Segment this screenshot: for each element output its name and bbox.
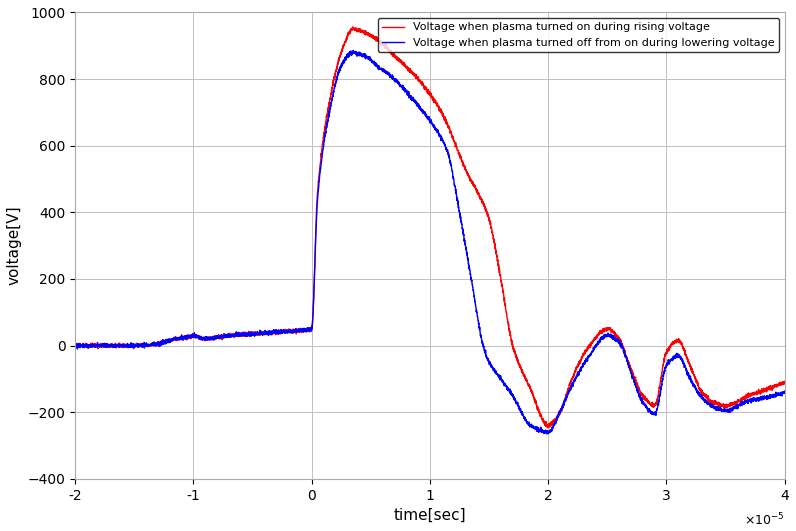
Voltage when plasma turned off from on during lowering voltage: [542, 431, 552, 437]
Text: $\times 10^{-5}$: $\times 10^{-5}$: [744, 511, 785, 528]
Voltage when plasma turned off from on during lowering voltage: [532, 428, 541, 434]
X-axis label: time[sec]: time[sec]: [393, 508, 466, 523]
Voltage when plasma turned off from on during lowering voltage: [349, 47, 358, 54]
Voltage when plasma turned off from on during lowering voltage: [780, 388, 790, 394]
Voltage when plasma turned off from on during lowering voltage: [496, 374, 505, 381]
Voltage when plasma turned on during rising voltage: [348, 24, 357, 30]
Voltage when plasma turned on during rising voltage: [544, 425, 553, 431]
Voltage when plasma turned off from on during lowering voltage: [654, 398, 664, 405]
Voltage when plasma turned on during rising voltage: [654, 389, 664, 396]
Line: Voltage when plasma turned off from on during lowering voltage: Voltage when plasma turned off from on d…: [75, 50, 785, 434]
Voltage when plasma turned off from on during lowering voltage: [341, 55, 351, 61]
Voltage when plasma turned off from on during lowering voltage: [600, 334, 610, 340]
Voltage when plasma turned on during rising voltage: [532, 404, 541, 410]
Voltage when plasma turned off from on during lowering voltage: [70, 342, 80, 348]
Voltage when plasma turned on during rising voltage: [600, 328, 610, 334]
Y-axis label: voltage[V]: voltage[V]: [7, 206, 22, 286]
Voltage when plasma turned on during rising voltage: [780, 379, 790, 385]
Line: Voltage when plasma turned on during rising voltage: Voltage when plasma turned on during ris…: [75, 27, 785, 428]
Voltage when plasma turned on during rising voltage: [70, 341, 80, 347]
Voltage when plasma turned on during rising voltage: [341, 36, 351, 42]
Voltage when plasma turned off from on during lowering voltage: [199, 336, 209, 342]
Legend: Voltage when plasma turned on during rising voltage, Voltage when plasma turned : Voltage when plasma turned on during ris…: [377, 18, 779, 53]
Voltage when plasma turned on during rising voltage: [496, 274, 505, 280]
Voltage when plasma turned on during rising voltage: [199, 335, 209, 341]
